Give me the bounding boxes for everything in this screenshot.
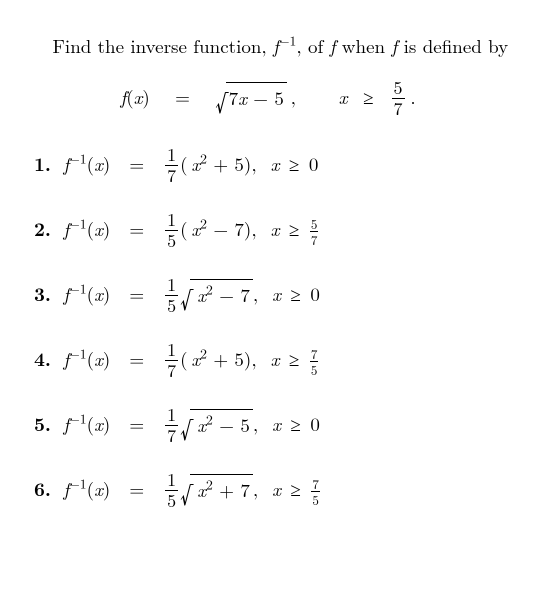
answer-item: 3. f−1(x) = 15√ x2 − 7,x ≥ 0 bbox=[34, 278, 512, 317]
answer-comma: , bbox=[253, 280, 258, 307]
domain-rel: ≥ bbox=[290, 280, 300, 307]
finv-sup: −1 bbox=[69, 279, 86, 298]
coef-frac: 17 bbox=[165, 146, 178, 185]
answer-comma: , bbox=[251, 150, 256, 177]
domain-frac: 75 bbox=[311, 477, 320, 506]
eq-sign: = bbox=[129, 280, 144, 307]
page: Find the inverse function, f−1, of f whe… bbox=[0, 0, 536, 548]
close-paren: ) bbox=[103, 215, 110, 242]
open-paren: ( bbox=[87, 410, 94, 437]
domain-frac: 57 bbox=[310, 217, 319, 246]
domain-x: x bbox=[272, 475, 281, 502]
domain-frac: 75 bbox=[310, 347, 319, 376]
answer-item: 5. f−1(x) = 17√ x2 − 5,x ≥ 0 bbox=[34, 408, 512, 447]
finv-sup: −1 bbox=[69, 344, 86, 363]
domain-rel: ≥ bbox=[290, 475, 300, 502]
answer-number: 3. bbox=[34, 279, 51, 307]
domain-rhs: 0 bbox=[309, 150, 319, 177]
domain-x: x bbox=[271, 150, 280, 177]
arg-x: x bbox=[94, 345, 103, 372]
disp-eq: = bbox=[175, 83, 190, 110]
eq-sign: = bbox=[129, 345, 144, 372]
eq-sign: = bbox=[129, 215, 144, 242]
close-paren: ) bbox=[103, 150, 110, 177]
answer-sqrt: √ x2 − 7 bbox=[180, 279, 253, 311]
answer-number: 6. bbox=[34, 474, 51, 502]
answer-item: 6. f−1(x) = 15√ x2 + 7,x ≥ 75 bbox=[34, 473, 512, 512]
answer-item: 2. f−1(x) = 15( x2 − 7),x ≥ 57 bbox=[34, 213, 512, 252]
arg-x: x bbox=[94, 410, 103, 437]
answer-number: 1. bbox=[34, 149, 51, 177]
answer-comma: , bbox=[251, 215, 256, 242]
eq-sign: = bbox=[129, 475, 144, 502]
domain-x: x bbox=[271, 345, 280, 372]
answer-sqrt: √ x2 + 7 bbox=[180, 474, 253, 506]
answer-number: 2. bbox=[34, 214, 51, 242]
disp-dom-frac: 5 7 bbox=[392, 79, 405, 118]
arg-x: x bbox=[94, 280, 103, 307]
close-paren: ) bbox=[103, 475, 110, 502]
open-paren: ( bbox=[87, 475, 94, 502]
disp-sqrt-a: 7 bbox=[229, 84, 239, 111]
eq-sign: = bbox=[129, 410, 144, 437]
intro-f2: f bbox=[391, 32, 397, 59]
close-paren: ) bbox=[103, 280, 110, 307]
answer-sqrt: √ x2 − 5 bbox=[180, 409, 253, 441]
disp-comma: , bbox=[291, 83, 296, 110]
domain-rhs: 0 bbox=[310, 280, 320, 307]
domain-x: x bbox=[271, 215, 280, 242]
disp-dom-num: 5 bbox=[392, 79, 405, 98]
coef-frac: 15 bbox=[165, 211, 178, 250]
intro-text-4: is defined by bbox=[404, 32, 509, 59]
intro-text-3: when bbox=[335, 32, 391, 59]
disp-dom-x: x bbox=[339, 83, 348, 110]
intro-text-2: , of bbox=[296, 32, 329, 59]
arg-x: x bbox=[94, 475, 103, 502]
domain-x: x bbox=[272, 280, 281, 307]
open-paren: ( bbox=[87, 150, 94, 177]
open-paren: ( bbox=[87, 345, 94, 372]
arg-x: x bbox=[94, 150, 103, 177]
domain-rhs: 0 bbox=[310, 410, 320, 437]
finv-sup: −1 bbox=[69, 214, 86, 233]
disp-dot: . bbox=[410, 83, 415, 110]
answer-comma: , bbox=[253, 475, 258, 502]
disp-dom-rel: ≥ bbox=[363, 83, 373, 110]
problem-intro: Find the inverse function, f−1, of f whe… bbox=[24, 33, 512, 59]
close-paren: ) bbox=[103, 410, 110, 437]
disp-close: ) bbox=[142, 83, 149, 110]
answer-number: 4. bbox=[34, 344, 51, 372]
domain-rel: ≥ bbox=[290, 410, 300, 437]
disp-dom-den: 7 bbox=[392, 98, 405, 118]
answer-item: 4. f−1(x) = 17( x2 + 5),x ≥ 75 bbox=[34, 343, 512, 382]
intro-text-1: Find the inverse function, bbox=[53, 32, 274, 59]
domain-rel: ≥ bbox=[289, 215, 299, 242]
eq-sign: = bbox=[129, 150, 144, 177]
domain-rel: ≥ bbox=[289, 150, 299, 177]
arg-x: x bbox=[94, 215, 103, 242]
finv-sup: −1 bbox=[69, 149, 86, 168]
disp-sqrt-b: − 5 bbox=[247, 84, 284, 111]
answer-item: 1. f−1(x) = 17( x2 + 5),x ≥ 0 bbox=[34, 148, 512, 187]
answer-comma: , bbox=[253, 410, 258, 437]
finv-sup: −1 bbox=[69, 409, 86, 428]
coef-frac: 17 bbox=[165, 406, 178, 445]
open-paren: ( bbox=[87, 215, 94, 242]
close-paren: ) bbox=[103, 345, 110, 372]
answer-number: 5. bbox=[34, 409, 51, 437]
coef-frac: 15 bbox=[165, 276, 178, 315]
disp-open: ( bbox=[126, 83, 133, 110]
answer-list: 1. f−1(x) = 17( x2 + 5),x ≥ 02. f−1(x) =… bbox=[34, 148, 512, 512]
domain-x: x bbox=[272, 410, 281, 437]
disp-sqrt: √7x − 5 bbox=[215, 82, 287, 114]
finv-sup: −1 bbox=[69, 474, 86, 493]
domain-rel: ≥ bbox=[289, 345, 299, 372]
answer-comma: , bbox=[251, 345, 256, 372]
open-paren: ( bbox=[87, 280, 94, 307]
coef-frac: 17 bbox=[165, 341, 178, 380]
finv-sup: −1 bbox=[279, 30, 296, 49]
display-equation: f(x) = √7x − 5 , x ≥ 5 7 . bbox=[24, 81, 512, 120]
disp-sqrt-x: x bbox=[238, 84, 247, 111]
coef-frac: 15 bbox=[165, 471, 178, 510]
